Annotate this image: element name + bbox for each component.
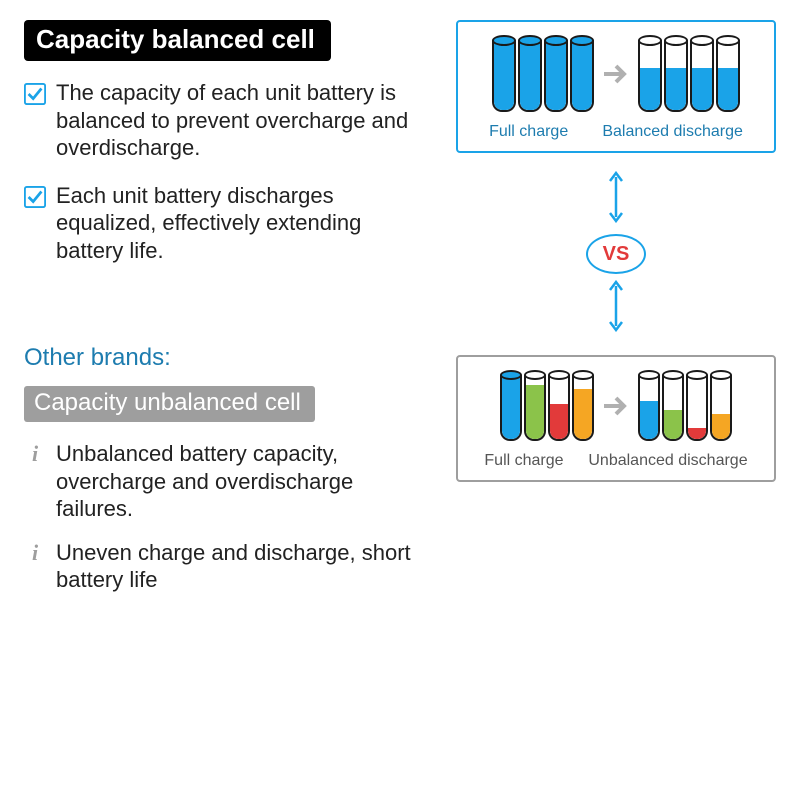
bullet-unbalanced-2: i Uneven charge and discharge, short bat… — [24, 539, 436, 594]
panel-balanced: Full charge Balanced discharge — [456, 20, 776, 153]
battery-cell — [572, 375, 594, 441]
panel-label: Full charge — [484, 451, 563, 470]
other-brands-heading: Other brands: — [24, 344, 436, 372]
panel-unbalanced: Full charge Unbalanced discharge — [456, 355, 776, 482]
arrow-right-icon — [602, 62, 630, 91]
battery-cell — [500, 375, 522, 441]
battery-cell — [518, 40, 542, 112]
cells-full-balanced — [492, 40, 594, 112]
cells-discharged-balanced — [638, 40, 740, 112]
check-icon — [24, 186, 46, 208]
battery-cell — [570, 40, 594, 112]
battery-cell — [544, 40, 568, 112]
battery-cell — [664, 40, 688, 112]
info-icon: i — [24, 443, 46, 465]
cells-discharged-unbalanced — [638, 375, 732, 441]
title-unbalanced: Capacity unbalanced cell — [24, 386, 315, 422]
battery-cell — [548, 375, 570, 441]
arrow-right-icon — [602, 394, 630, 423]
bullet-balanced-2: Each unit battery discharges equalized, … — [24, 182, 436, 265]
cells-full-unbalanced — [500, 375, 594, 441]
battery-cell — [690, 40, 714, 112]
info-icon: i — [24, 542, 46, 564]
battery-cell — [492, 40, 516, 112]
battery-cell — [686, 375, 708, 441]
double-arrow-icon — [607, 171, 625, 228]
battery-cell — [638, 375, 660, 441]
battery-cell — [524, 375, 546, 441]
panel-label: Balanced discharge — [602, 122, 743, 141]
panel-label: Unbalanced discharge — [588, 451, 747, 470]
panel-label: Full charge — [489, 122, 568, 141]
bullet-text: Unbalanced battery capacity, overcharge … — [56, 440, 436, 523]
battery-cell — [662, 375, 684, 441]
vs-badge: VS — [586, 234, 646, 274]
bullet-text: The capacity of each unit battery is bal… — [56, 79, 428, 162]
bullet-balanced-1: The capacity of each unit battery is bal… — [24, 79, 436, 162]
battery-cell — [716, 40, 740, 112]
bullet-text: Uneven charge and discharge, short batte… — [56, 539, 436, 594]
bullet-text: Each unit battery discharges equalized, … — [56, 182, 428, 265]
title-balanced: Capacity balanced cell — [24, 20, 331, 61]
vs-block: VS — [456, 171, 776, 337]
battery-cell — [710, 375, 732, 441]
check-icon — [24, 83, 46, 105]
bullet-unbalanced-1: i Unbalanced battery capacity, overcharg… — [24, 440, 436, 523]
battery-cell — [638, 40, 662, 112]
double-arrow-icon — [607, 280, 625, 337]
